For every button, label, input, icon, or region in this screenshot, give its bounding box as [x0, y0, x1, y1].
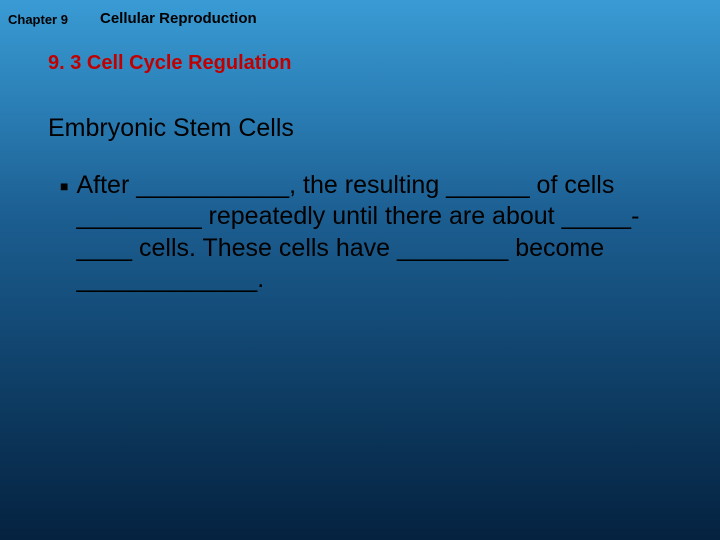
bullet-item: ■ After ___________, the resulting _____…	[60, 170, 660, 295]
subheading: Embryonic Stem Cells	[48, 114, 294, 143]
section-title: 9. 3 Cell Cycle Regulation	[48, 52, 291, 75]
bullet-text: After ___________, the resulting ______ …	[76, 170, 660, 295]
body-content: ■ After ___________, the resulting _____…	[60, 170, 660, 295]
bullet-marker-icon: ■	[60, 178, 68, 194]
chapter-title: Cellular Reproduction	[100, 10, 257, 27]
chapter-label: Chapter 9	[8, 12, 68, 27]
slide: Chapter 9 Cellular Reproduction 9. 3 Cel…	[0, 0, 720, 540]
